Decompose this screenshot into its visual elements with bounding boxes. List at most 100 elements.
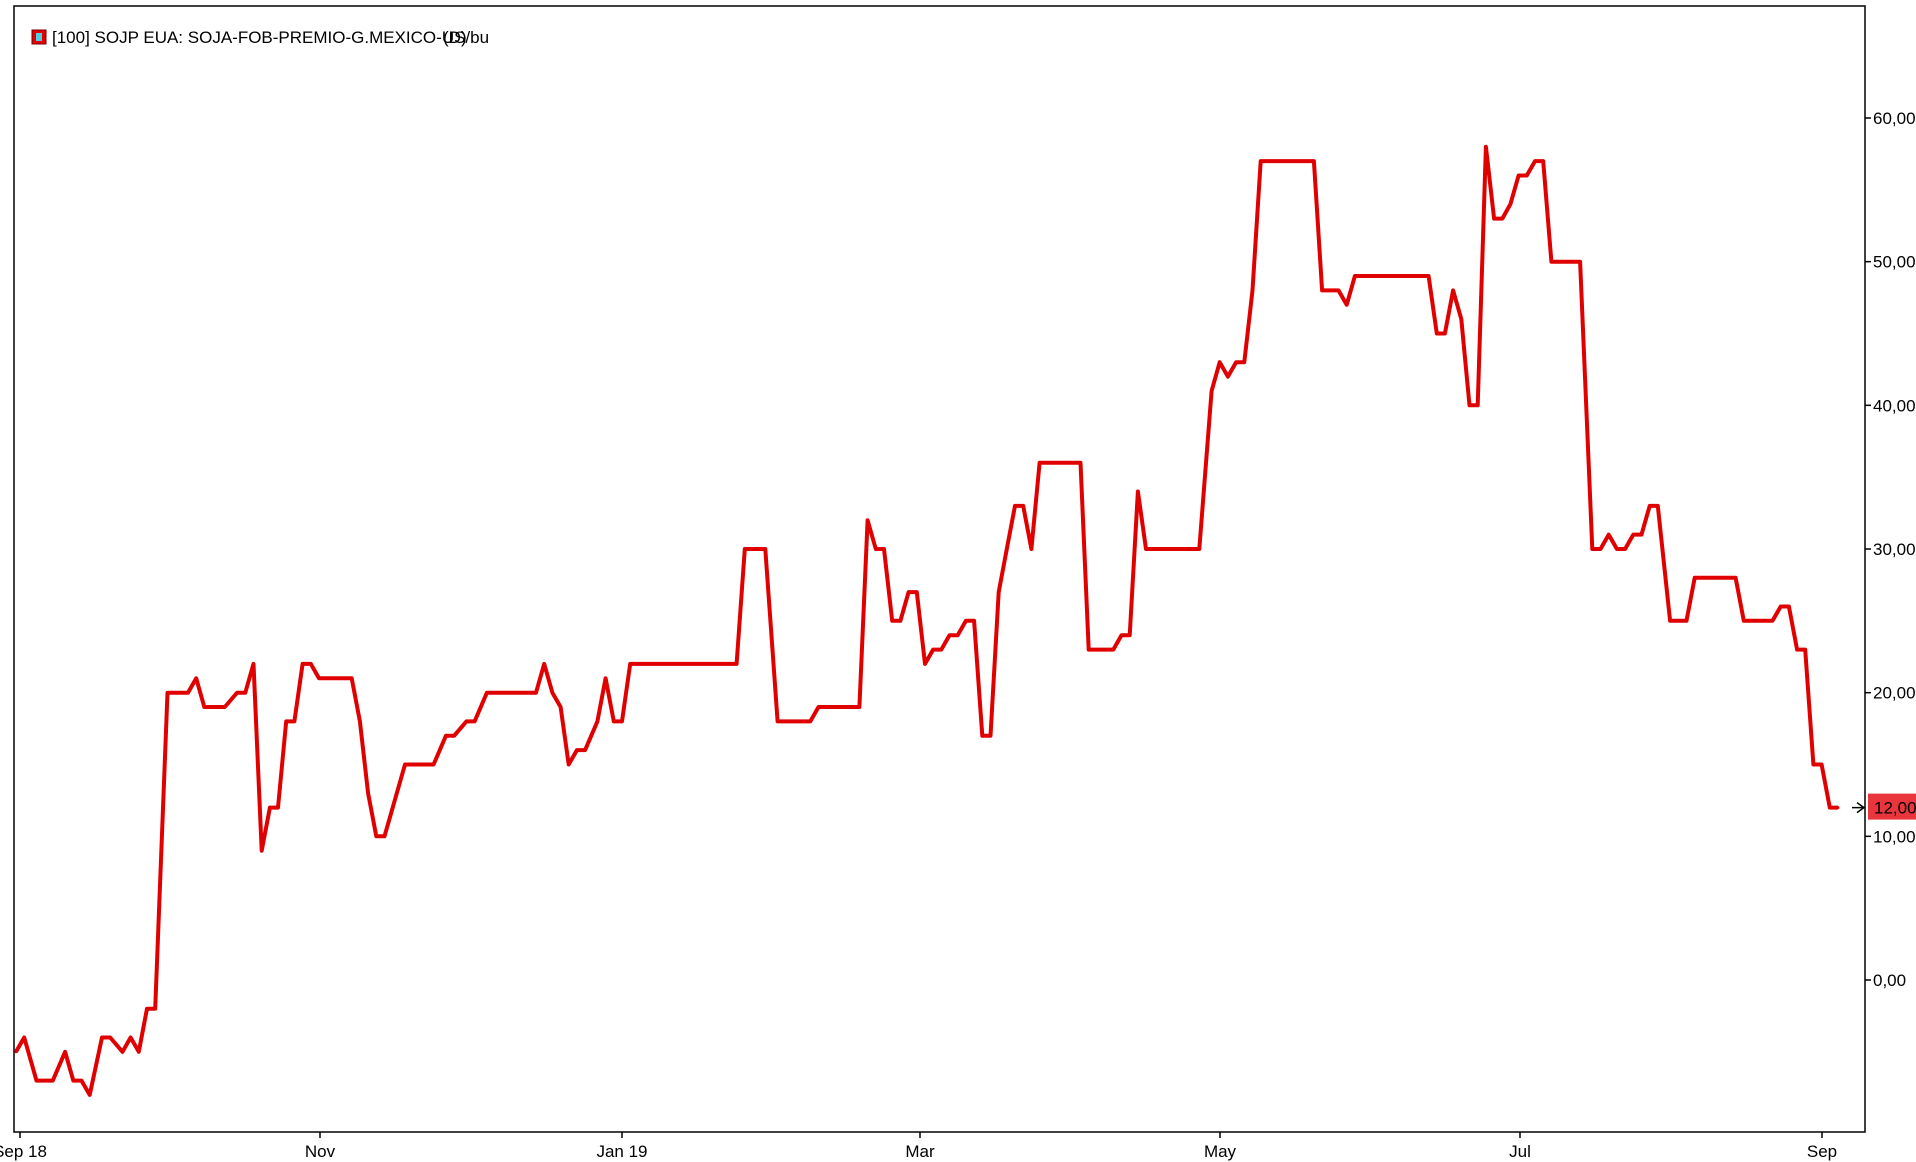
series-point (1320, 288, 1324, 292)
plot-frame (13, 5, 1866, 1133)
series-point (1533, 159, 1537, 163)
series-point (866, 518, 870, 522)
series-point (1525, 174, 1529, 177)
series-point (51, 1079, 55, 1083)
series-point (1803, 648, 1807, 652)
series-point (1443, 332, 1447, 335)
series-point (1242, 360, 1246, 364)
series-point (1492, 217, 1496, 221)
series-point (235, 691, 239, 695)
series-point (63, 1050, 67, 1054)
series-point (276, 806, 280, 810)
series-point (108, 1036, 112, 1039)
series-point (444, 734, 448, 738)
series-point (35, 1079, 38, 1083)
series-point (1836, 806, 1840, 810)
series-point (1345, 303, 1349, 307)
series-point (1451, 288, 1455, 292)
series-point (763, 547, 767, 551)
series-point (145, 1007, 149, 1011)
series-point (1693, 576, 1697, 580)
last-value-marker: 12,00 (1852, 793, 1916, 820)
series-point (166, 691, 169, 695)
y-tick-label: 40,00 (1873, 396, 1916, 415)
series-point (1312, 159, 1316, 163)
series-point (620, 719, 624, 723)
series-point (628, 662, 632, 666)
series-point (1029, 547, 1033, 551)
series-point (939, 648, 943, 652)
legend-swatch-inner (36, 33, 42, 41)
x-tick-label: May (1204, 1142, 1237, 1161)
series-point (931, 648, 935, 652)
series-point (948, 633, 951, 637)
series-point (1468, 403, 1471, 407)
series-point (1353, 274, 1357, 278)
series-point (1218, 360, 1222, 364)
series-point (1779, 605, 1783, 608)
series-point (980, 734, 984, 738)
series-point (964, 619, 968, 623)
series-point (1234, 360, 1238, 364)
series-point (997, 590, 1001, 594)
series-point (243, 691, 247, 695)
x-tick-label: Sep 18 (0, 1142, 47, 1161)
series-point (1111, 648, 1115, 652)
series-point (403, 763, 407, 766)
series-point (121, 1050, 124, 1054)
series-point (972, 619, 976, 623)
series-point (915, 590, 919, 594)
series-point (890, 619, 894, 623)
series-point (1484, 145, 1488, 149)
series-point (1599, 547, 1602, 551)
y-tick-label: 10,00 (1873, 827, 1916, 846)
series-point (1210, 389, 1214, 393)
series-point (202, 705, 206, 709)
x-tick-label: Sep (1807, 1142, 1837, 1161)
series-point (907, 590, 911, 594)
series-point (1685, 619, 1688, 623)
series-point (817, 705, 820, 709)
series-point (1226, 375, 1230, 379)
y-tick-label: 60,00 (1873, 109, 1916, 128)
series-point (350, 676, 354, 680)
series-point (309, 662, 313, 666)
series-point (473, 719, 477, 723)
last-value-label: 12,00 (1874, 799, 1916, 818)
series-point (268, 806, 272, 810)
series-point (358, 719, 362, 723)
series-point (432, 763, 436, 766)
series-point (1631, 533, 1635, 537)
series-point (1517, 174, 1521, 177)
series-point (612, 719, 616, 723)
series-point (186, 691, 190, 695)
series-point (1476, 403, 1480, 407)
series-point (137, 1050, 141, 1054)
series-point (1541, 159, 1545, 163)
series-point (1623, 547, 1627, 551)
series-point (1251, 288, 1254, 292)
series-point (857, 705, 861, 709)
x-tick-label: Jan 19 (596, 1142, 647, 1161)
series-point (100, 1036, 104, 1039)
series-point (1640, 533, 1643, 537)
series-point (284, 719, 288, 723)
series-point (534, 691, 538, 695)
series-point (604, 676, 608, 680)
series-point (1459, 317, 1463, 321)
series-point (1590, 547, 1594, 551)
y-tick-label: 20,00 (1873, 684, 1916, 703)
series-point (776, 719, 780, 723)
series-point (808, 719, 812, 723)
series-point (1771, 619, 1774, 623)
series-point (1787, 605, 1791, 608)
series-line (14, 144, 1838, 1097)
last-value-arrow-icon (1852, 801, 1866, 814)
series-point (260, 849, 264, 853)
series-point (1435, 332, 1439, 335)
series-point (374, 834, 378, 838)
series-point (88, 1093, 92, 1097)
series-point (1144, 547, 1148, 551)
legend: [100] SOJP EUA: SOJA-FOB-PREMIO-G.MEXICO… (31, 28, 489, 47)
